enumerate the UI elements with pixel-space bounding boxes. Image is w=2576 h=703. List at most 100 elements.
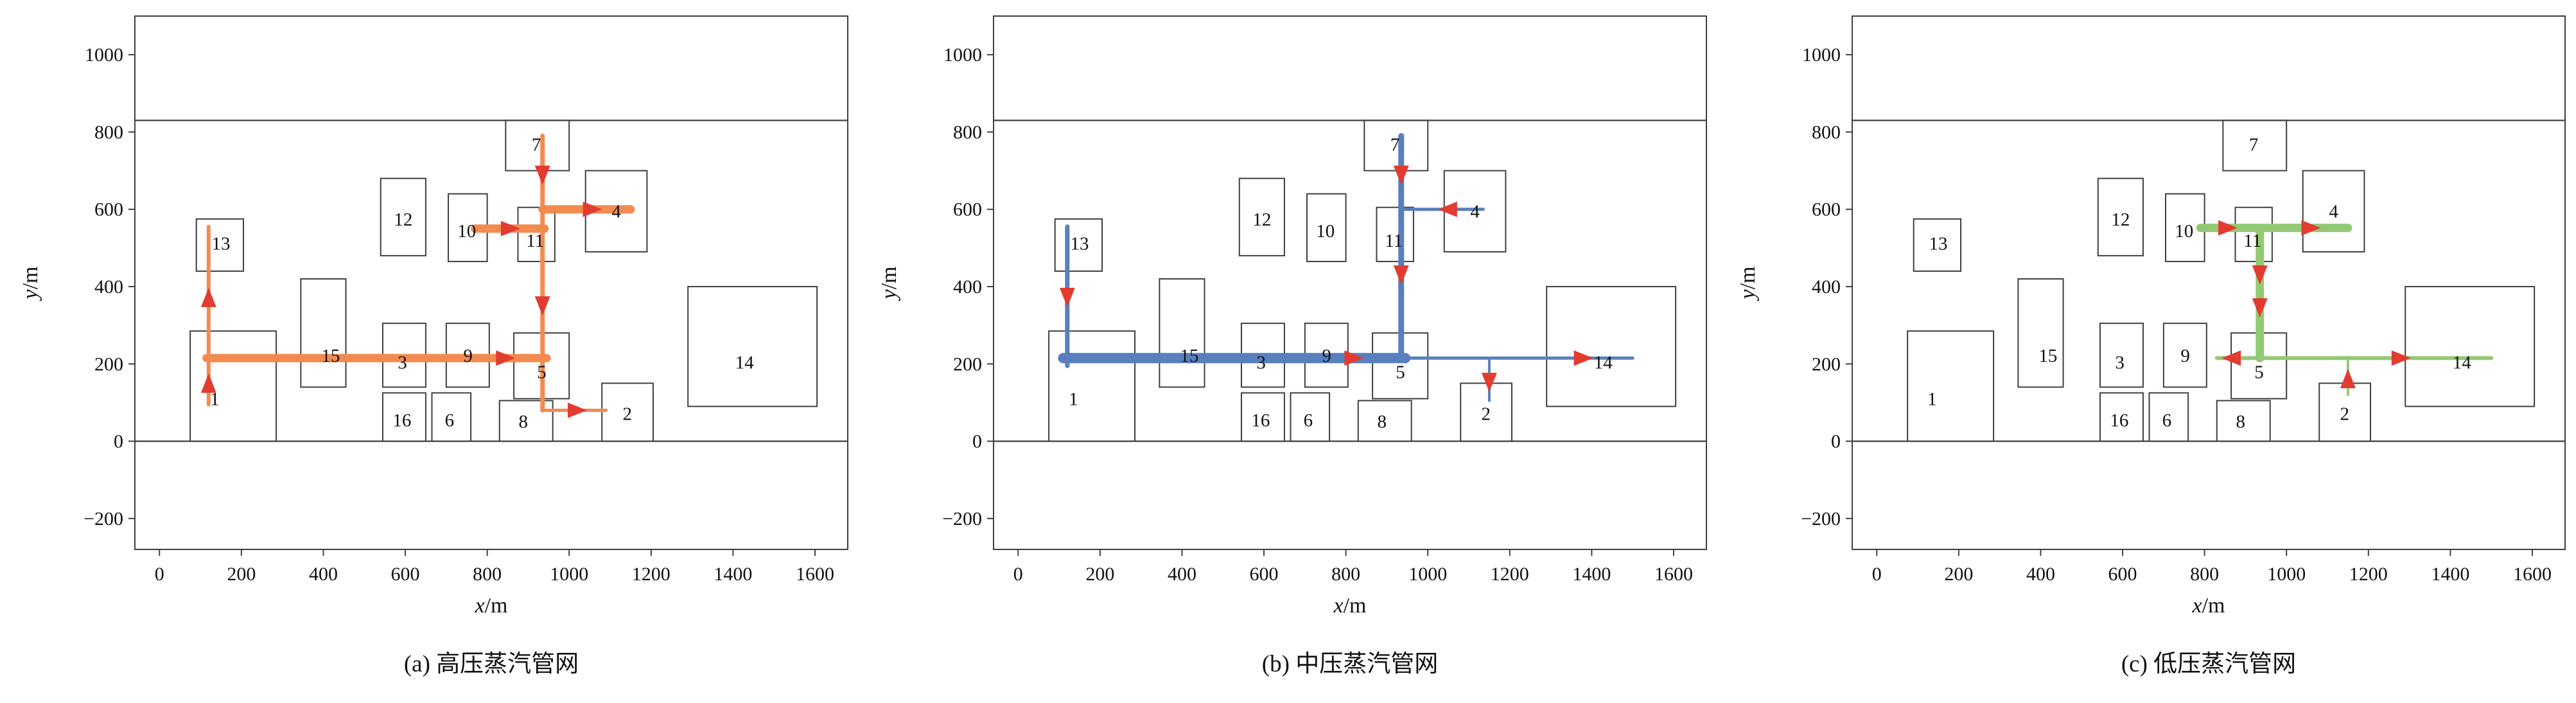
y-tick-label: 0	[972, 431, 982, 452]
building-label-15: 15	[1180, 346, 1198, 366]
flow-arrow-up	[200, 287, 216, 307]
building-outline-11	[1376, 206, 1414, 262]
building-label-7: 7	[1390, 135, 1400, 156]
building-outline-15	[1159, 278, 1205, 388]
x-tick-label: 1600	[1654, 564, 1693, 585]
y-tick-label: 0	[114, 431, 123, 452]
building-label-6: 6	[445, 411, 455, 431]
building-label-14: 14	[2453, 352, 2472, 373]
y-axis-label: y/m	[19, 267, 42, 301]
building-outline-8	[1357, 400, 1412, 442]
subplot-mp-network: 0 200 400 600 800 1000 1200 1400 1600 −200 0 200 400…	[859, 0, 1717, 703]
building-label-9: 9	[463, 346, 473, 366]
flow-arrow-right	[500, 220, 520, 236]
building-outline-1	[1907, 330, 1995, 442]
x-tick-label: 600	[2108, 564, 2137, 585]
flow-arrow-right	[496, 350, 516, 366]
y-tick-label: 600	[1812, 199, 1841, 220]
building-outline-15	[2017, 278, 2064, 388]
flow-arrow-left	[1437, 201, 1457, 217]
building-label-6: 6	[2162, 411, 2172, 431]
flow-arrow-up	[2340, 369, 2356, 389]
x-tick-label: 200	[1944, 564, 1973, 585]
building-label-2: 2	[1482, 404, 1491, 424]
building-label-13: 13	[211, 234, 230, 254]
building-label-7: 7	[532, 135, 541, 156]
building-label-2: 2	[623, 404, 633, 424]
flow-arrow-down	[2252, 298, 2268, 318]
building-outline-9	[2162, 323, 2207, 388]
building-label-4: 4	[1470, 202, 1480, 222]
y-axis-label: y/m	[877, 267, 901, 301]
x-tick-label: 400	[309, 564, 338, 585]
building-label-3: 3	[1256, 352, 1266, 373]
y-tick-label: 1000	[85, 44, 123, 66]
y-tick-label: 400	[953, 276, 982, 298]
building-outline-13	[1913, 218, 1962, 272]
building-outline-6	[431, 392, 472, 442]
building-label-4: 4	[2329, 202, 2338, 222]
building-label-15: 15	[321, 346, 340, 366]
building-outline-14	[1546, 286, 1677, 407]
plot-frame	[134, 15, 848, 550]
building-label-10: 10	[2175, 221, 2193, 242]
flow-arrow-right	[1573, 350, 1593, 366]
building-label-8: 8	[1378, 411, 1387, 432]
x-tick-label: 1400	[2431, 564, 2469, 585]
caption-hp: (a) 高压蒸汽管网	[403, 651, 579, 677]
building-outline-16	[2099, 392, 2144, 442]
flow-arrow-up	[200, 373, 216, 393]
y-tick-label: 1000	[1802, 44, 1841, 66]
x-tick-label: 600	[1250, 564, 1279, 585]
flow-arrow-left	[2221, 350, 2241, 366]
flow-arrow-down	[534, 296, 550, 316]
building-outline-2	[601, 382, 654, 442]
y-axis-label: y/m	[1736, 267, 1760, 301]
building-label-5: 5	[537, 362, 547, 382]
x-axis-label: x/m	[2192, 594, 2225, 618]
building-outline-6	[1290, 392, 1331, 442]
caption-lp: (c) 低压蒸汽管网	[2121, 651, 2297, 677]
building-label-4: 4	[611, 202, 621, 222]
building-outline-11	[2234, 206, 2273, 262]
building-label-11: 11	[526, 231, 544, 251]
building-label-7: 7	[2249, 135, 2259, 156]
building-label-13: 13	[1929, 234, 1947, 254]
flow-arrow-right	[567, 402, 587, 418]
y-tick-label: 800	[94, 121, 123, 143]
y-tick-label: −200	[942, 508, 982, 529]
x-tick-label: 600	[391, 564, 420, 585]
building-label-15: 15	[2038, 346, 2057, 366]
building-outline-1	[189, 330, 277, 442]
building-outline-16	[1240, 392, 1285, 442]
x-tick-label: 0	[1872, 564, 1882, 585]
flow-arrow-down	[1393, 265, 1409, 285]
chart-canvas-hp: 0 200 400 600 800 1000 1200 1400 1600−2000200400…	[19, 15, 848, 618]
flow-arrow-right	[2218, 220, 2238, 236]
building-label-3: 3	[398, 352, 407, 373]
building-label-12: 12	[2111, 209, 2130, 230]
building-label-8: 8	[2236, 411, 2246, 432]
subplot-lp-network: 0 200 400 600 800 1000 1200 1400 1600 −200 0 200 400…	[1717, 0, 2576, 703]
x-tick-label: 1600	[2513, 564, 2552, 585]
building-outline-12	[1238, 177, 1285, 256]
building-outline-12	[380, 177, 426, 256]
y-tick-label: 600	[953, 199, 982, 220]
building-label-1: 1	[1927, 389, 1937, 409]
building-outline-10	[1306, 193, 1347, 262]
flow-arrow-right	[2301, 220, 2321, 236]
plot-frame	[993, 15, 1707, 550]
x-tick-label: 400	[1168, 564, 1196, 585]
x-tick-label: 800	[1331, 564, 1360, 585]
y-tick-label: −200	[1801, 508, 1841, 529]
building-outline-15	[300, 278, 347, 388]
building-label-9: 9	[1322, 346, 1331, 366]
building-label-16: 16	[2110, 411, 2128, 431]
y-tick-label: 400	[1812, 276, 1841, 298]
x-tick-label: 1000	[1408, 564, 1447, 585]
chart-canvas-mp: 0 200 400 600 800 1000 1200 1400 1600−2000200400…	[877, 15, 1707, 618]
y-tick-label: 1000	[943, 44, 982, 66]
x-tick-label: 800	[473, 564, 502, 585]
x-tick-label: 1400	[714, 564, 752, 585]
building-label-1: 1	[1069, 389, 1078, 409]
